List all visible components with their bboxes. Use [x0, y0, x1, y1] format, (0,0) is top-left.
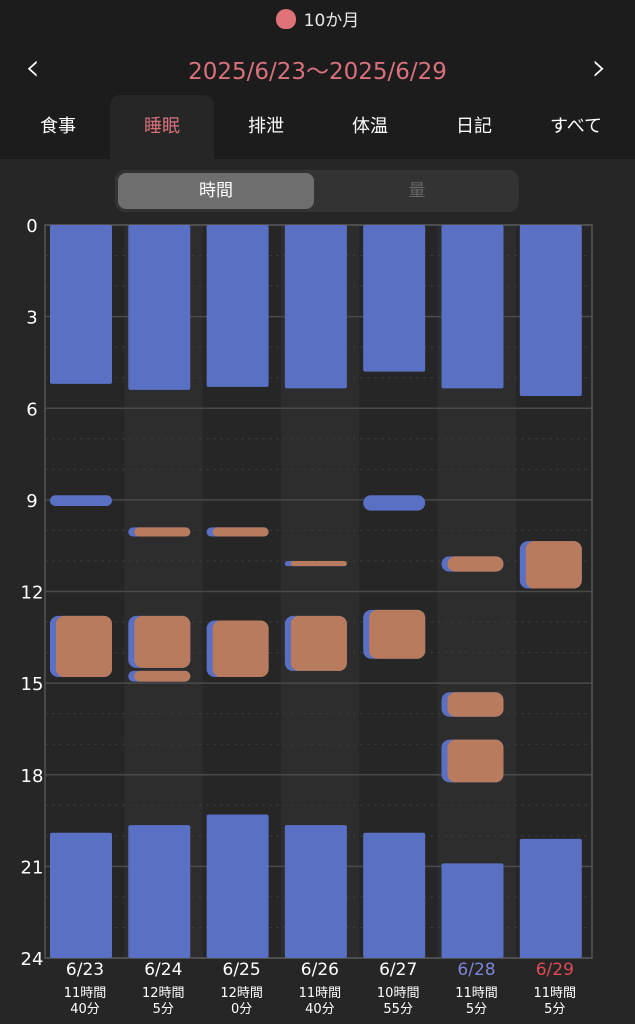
- duration-minutes: 5分: [544, 1002, 566, 1017]
- y-tick-label: 18: [21, 766, 44, 787]
- duration-minutes: 40分: [70, 1002, 100, 1017]
- x-date-label: 6/24: [144, 960, 183, 980]
- y-tick-label: 15: [21, 674, 44, 695]
- tab-meal[interactable]: 食事: [40, 116, 76, 137]
- date-navigator: ‹ 2025/6/23〜2025/6/29 ›: [0, 42, 635, 92]
- duration-label: 10時間 55分: [359, 986, 437, 1018]
- duration-hours: 11時間: [533, 986, 577, 1001]
- y-tick-label: 21: [21, 857, 44, 878]
- sleep-bar: [441, 225, 504, 389]
- orange-bar: [525, 541, 582, 589]
- sleep-bar: [50, 225, 112, 384]
- duration-hours: 12時間: [220, 986, 263, 1001]
- duration-minutes: 0分: [230, 1002, 253, 1017]
- sleep-bar: [284, 225, 347, 389]
- view-toggle: 時間 量: [115, 170, 519, 212]
- x-date-label: 6/23: [65, 960, 105, 980]
- y-tick-label: 0: [26, 216, 37, 237]
- tab-sleep[interactable]: 睡眠: [110, 95, 214, 159]
- orange-bar: [212, 527, 269, 537]
- prev-week-button[interactable]: ‹: [25, 45, 41, 89]
- duration-hours: 11時間: [298, 986, 342, 1001]
- duration-hours: 11時間: [455, 986, 498, 1001]
- y-tick-label: 12: [21, 583, 44, 604]
- sleep-bar: [50, 495, 112, 506]
- tab-temperature[interactable]: 体温: [352, 116, 388, 137]
- orange-bar: [447, 739, 504, 783]
- y-tick-label: 3: [26, 308, 37, 329]
- child-profile[interactable]: 10か月: [0, 6, 635, 31]
- duration-label: 12時間 5分: [124, 986, 202, 1018]
- sleep-bar: [50, 832, 112, 958]
- tab-all[interactable]: すべて: [549, 116, 603, 137]
- duration-hours: 11時間: [63, 986, 107, 1001]
- sleep-bar: [284, 825, 347, 958]
- x-date-label: 6/27: [379, 960, 418, 980]
- duration-minutes: 55分: [383, 1002, 413, 1017]
- orange-bar: [447, 692, 504, 717]
- category-tabs: 食事 睡眠 排泄 体温 日記 すべて: [0, 95, 635, 159]
- duration-minutes: 40分: [305, 1002, 335, 1017]
- sleep-bar: [128, 225, 191, 390]
- x-date-label: 6/28: [457, 960, 496, 980]
- toggle-time[interactable]: 時間: [118, 173, 314, 209]
- duration-hours: 12時間: [142, 986, 185, 1001]
- duration-label: 11時間 40分: [46, 986, 124, 1018]
- sleep-bar: [441, 863, 504, 958]
- sleep-bar: [519, 225, 582, 397]
- sleep-bar: [206, 225, 269, 387]
- duration-minutes: 5分: [465, 1002, 488, 1017]
- orange-bar: [134, 527, 191, 537]
- orange-bar: [447, 556, 504, 572]
- sleep-bar: [519, 838, 582, 958]
- x-date-label: 6/25: [222, 960, 261, 980]
- chick-icon: [275, 9, 296, 29]
- orange-bar: [290, 615, 347, 671]
- orange-bar: [369, 609, 426, 659]
- orange-bar: [56, 615, 112, 678]
- orange-bar: [134, 615, 191, 668]
- child-age: 10か月: [303, 11, 360, 31]
- y-tick-label: 9: [26, 491, 37, 512]
- tab-excretion[interactable]: 排泄: [248, 116, 284, 137]
- next-week-button[interactable]: ›: [591, 45, 607, 89]
- sleep-bar: [363, 495, 426, 511]
- date-range: 2025/6/23〜2025/6/29: [188, 59, 447, 85]
- y-tick-label: 6: [26, 399, 37, 420]
- sleep-bar: [206, 814, 269, 958]
- orange-bar: [290, 560, 347, 567]
- sleep-bar: [363, 832, 426, 958]
- orange-bar: [212, 620, 269, 678]
- orange-bar: [134, 670, 191, 682]
- x-date-label: 6/29: [535, 960, 574, 980]
- duration-label: 11時間 5分: [438, 986, 516, 1018]
- duration-minutes: 5分: [152, 1002, 174, 1017]
- toggle-amount[interactable]: 量: [408, 181, 426, 201]
- duration-label: 11時間 5分: [516, 986, 594, 1018]
- sleep-bar: [363, 225, 426, 372]
- sleep-bar: [128, 825, 191, 958]
- duration-label: 11時間 40分: [281, 986, 359, 1018]
- tab-diary[interactable]: 日記: [456, 116, 492, 137]
- x-date-label: 6/26: [300, 960, 339, 980]
- y-tick-label: 24: [21, 949, 44, 970]
- duration-hours: 10時間: [376, 986, 420, 1001]
- duration-label: 12時間 0分: [203, 986, 281, 1018]
